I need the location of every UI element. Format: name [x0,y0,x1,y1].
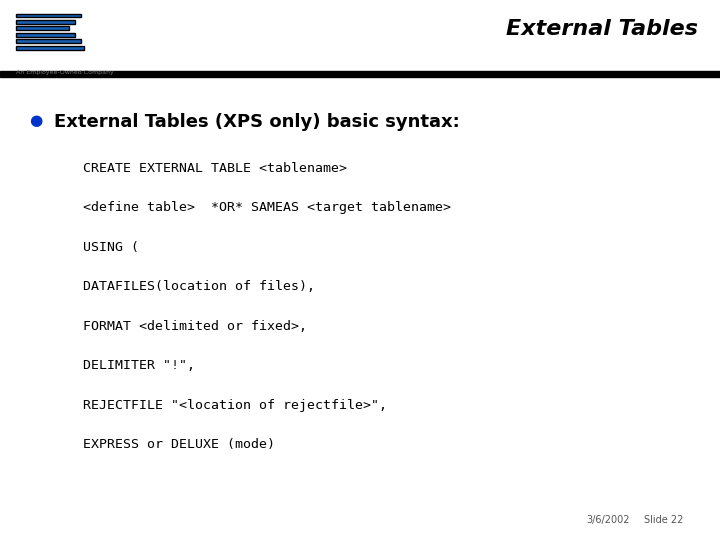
FancyBboxPatch shape [16,46,84,50]
FancyBboxPatch shape [0,71,720,77]
Text: External Tables: External Tables [506,19,698,39]
Text: An Employee-Owned Company: An Employee-Owned Company [16,70,114,75]
Text: CREATE EXTERNAL TABLE <tablename>: CREATE EXTERNAL TABLE <tablename> [83,162,347,175]
FancyBboxPatch shape [16,20,75,24]
Text: DATAFILES(location of files),: DATAFILES(location of files), [83,280,315,293]
FancyBboxPatch shape [16,33,75,37]
FancyBboxPatch shape [16,14,81,17]
Text: ●: ● [29,113,42,129]
Text: <define table>  *OR* SAMEAS <target tablename>: <define table> *OR* SAMEAS <target table… [83,201,451,214]
Text: USING (: USING ( [83,241,139,254]
FancyBboxPatch shape [16,39,81,43]
Text: EXPRESS or DELUXE (mode): EXPRESS or DELUXE (mode) [83,438,275,451]
Text: DELIMITER "!",: DELIMITER "!", [83,359,195,372]
FancyBboxPatch shape [16,26,69,30]
Text: FORMAT <delimited or fixed>,: FORMAT <delimited or fixed>, [83,320,307,333]
Text: REJECTFILE "<location of rejectfile>",: REJECTFILE "<location of rejectfile>", [83,399,387,411]
Text: External Tables (XPS only) basic syntax:: External Tables (XPS only) basic syntax: [54,113,460,131]
Text: 3/6/2002: 3/6/2002 [587,515,630,525]
Text: Slide 22: Slide 22 [644,515,684,525]
